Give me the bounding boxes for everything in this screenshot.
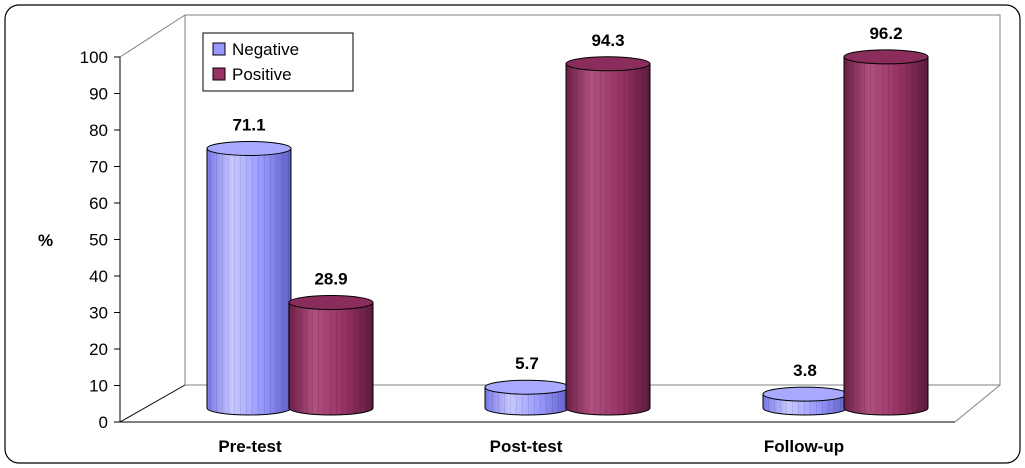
y-tick-label-90: 90 bbox=[89, 85, 108, 104]
bar-negative-pre-test: 71.1 bbox=[206, 115, 292, 416]
bar-top-negative-pre-test bbox=[206, 140, 292, 156]
legend-box bbox=[202, 32, 354, 92]
data-label-positive-post-test: 94.3 bbox=[591, 31, 624, 50]
bar-shading-positive-post-test bbox=[566, 63, 650, 416]
bar-positive-follow-up: 96.2 bbox=[843, 24, 929, 416]
data-label-negative-pre-test: 71.1 bbox=[232, 115, 265, 134]
data-label-positive-follow-up: 96.2 bbox=[869, 24, 902, 43]
bars-group: 71.1 28.9 5.7 94.3 3.8 96.2 bbox=[206, 24, 929, 416]
data-label-negative-follow-up: 3.8 bbox=[793, 361, 817, 380]
y-tick-label-70: 70 bbox=[89, 158, 108, 177]
y-tick-label-60: 60 bbox=[89, 194, 108, 213]
bar-shading-negative-pre-test bbox=[207, 148, 291, 416]
bar-negative-follow-up: 3.8 bbox=[762, 361, 848, 416]
side-wall-top bbox=[119, 14, 186, 58]
bar-top-positive-follow-up bbox=[843, 49, 929, 65]
y-tick-label-50: 50 bbox=[89, 231, 108, 250]
y-axis-label: % bbox=[38, 231, 53, 250]
bar-positive-pre-test: 28.9 bbox=[288, 270, 374, 416]
bar-shading-negative-post-test bbox=[485, 387, 569, 415]
y-tick-label-100: 100 bbox=[80, 48, 108, 67]
bar-shading-positive-pre-test bbox=[289, 302, 373, 415]
legend-swatch-positive bbox=[212, 67, 226, 81]
y-tick-label-20: 20 bbox=[89, 340, 108, 359]
bar-top-positive-post-test bbox=[565, 56, 651, 72]
bar-negative-post-test: 5.7 bbox=[484, 354, 570, 416]
y-tick-label-10: 10 bbox=[89, 377, 108, 396]
bar-top-positive-pre-test bbox=[288, 295, 374, 311]
legend: Negative Positive bbox=[202, 32, 354, 92]
y-tick-label-80: 80 bbox=[89, 121, 108, 140]
y-tick-label-30: 30 bbox=[89, 304, 108, 323]
x-tick-label-pre-test: Pre-test bbox=[218, 437, 282, 456]
y-tick-label-40: 40 bbox=[89, 267, 108, 286]
floor-left-edge bbox=[119, 384, 186, 423]
bar-top-negative-post-test bbox=[484, 379, 570, 395]
y-tick-label-0: 0 bbox=[99, 413, 108, 432]
bar-shading-positive-follow-up bbox=[844, 56, 928, 416]
data-label-positive-pre-test: 28.9 bbox=[314, 270, 347, 289]
floor-right-edge bbox=[954, 384, 1001, 423]
bar-positive-post-test: 94.3 bbox=[565, 31, 651, 416]
x-tick-label-follow-up: Follow-up bbox=[764, 437, 844, 456]
plot-walls bbox=[119, 14, 1001, 423]
data-label-negative-post-test: 5.7 bbox=[515, 354, 539, 373]
legend-label-negative: Negative bbox=[232, 40, 299, 59]
x-tick-label-post-test: Post-test bbox=[490, 437, 563, 456]
legend-label-positive: Positive bbox=[232, 65, 292, 84]
y-tick-group: 0 10 20 30 40 50 60 70 80 90 100 bbox=[80, 48, 120, 432]
bar-top-negative-follow-up bbox=[762, 386, 848, 402]
legend-swatch-negative bbox=[212, 42, 226, 56]
x-tick-group: Pre-test Post-test Follow-up bbox=[218, 437, 844, 456]
